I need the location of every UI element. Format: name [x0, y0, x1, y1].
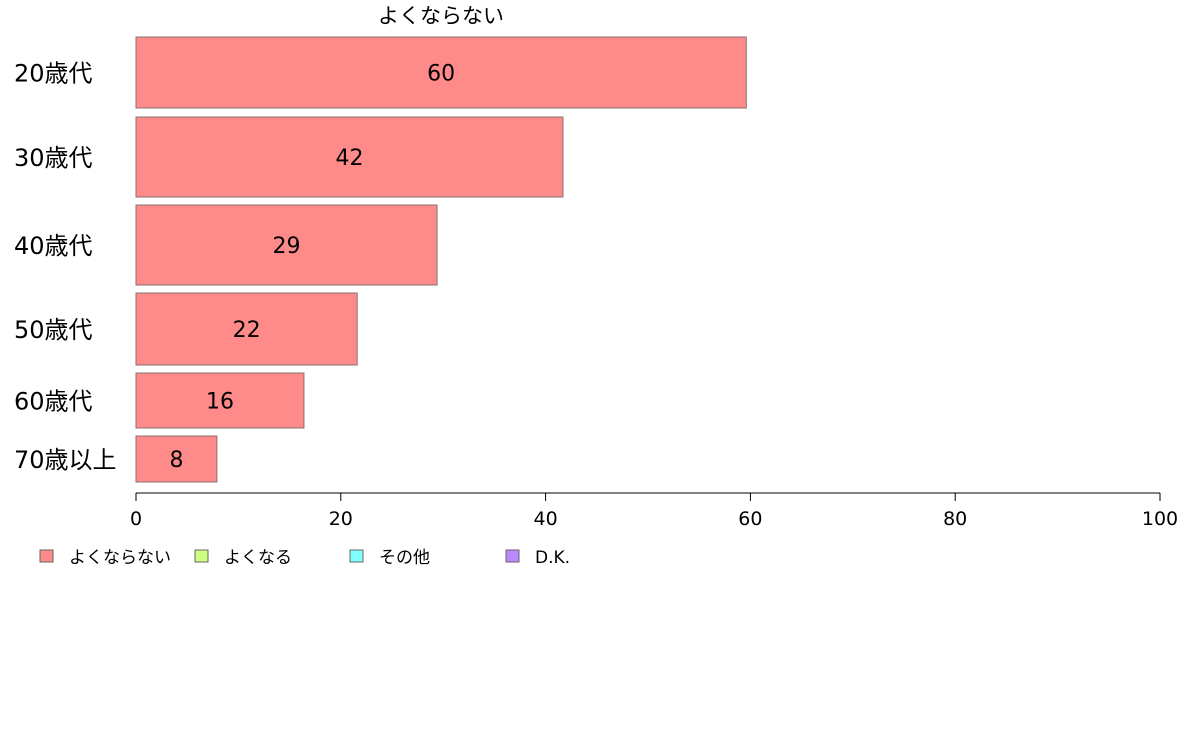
legend-label: よくなる [224, 548, 292, 568]
x-tick-label: 40 [534, 508, 558, 530]
legend-swatch [505, 549, 520, 563]
category-label: 50歳代 [14, 316, 93, 344]
bar [135, 292, 358, 366]
x-tick-label: 80 [943, 508, 967, 530]
chart-title: よくならない [378, 4, 504, 28]
legend-label: よくならない [69, 548, 171, 568]
bar [135, 435, 218, 483]
legend: よくならない よくなる その他 D.K. [39, 548, 570, 568]
category-label: 40歳代 [14, 232, 93, 260]
bar-value-label: 29 [273, 234, 301, 259]
legend-swatch [349, 549, 364, 563]
category-label: 60歳代 [14, 388, 93, 416]
category-label: 30歳代 [14, 144, 93, 172]
bar [135, 204, 438, 286]
legend-swatch [39, 549, 54, 563]
bar [135, 36, 747, 109]
x-axis: 0 20 40 60 80 100 [130, 492, 1178, 530]
legend-label: D.K. [535, 548, 570, 568]
bar [135, 372, 305, 429]
category-label: 20歳代 [14, 60, 93, 88]
legend-swatch [194, 549, 209, 563]
bar-value-label: 16 [206, 390, 234, 415]
bar-value-label: 22 [233, 318, 261, 343]
bars-group: 60 20歳代 42 30歳代 29 40歳代 22 50歳代 16 60歳代 8 70歳以上 [14, 36, 747, 483]
x-tick-label: 20 [329, 508, 353, 530]
bar-value-label: 8 [169, 448, 183, 473]
category-label: 70歳以上 [14, 446, 117, 474]
x-tick-label: 60 [738, 508, 762, 530]
x-tick-label: 100 [1142, 508, 1178, 530]
legend-label: その他 [379, 548, 430, 568]
x-tick-label: 0 [130, 508, 142, 530]
bar-value-label: 42 [336, 146, 364, 171]
bar-value-label: 60 [427, 62, 455, 87]
bar [135, 116, 564, 198]
